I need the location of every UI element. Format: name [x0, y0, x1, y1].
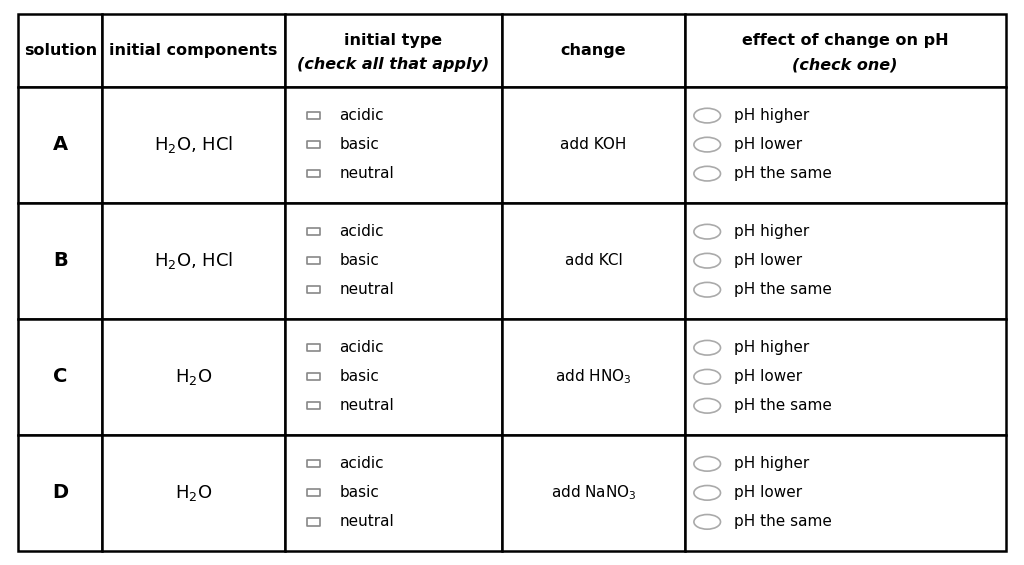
- Text: effect of change on pH: effect of change on pH: [741, 33, 948, 49]
- Text: basic: basic: [339, 370, 379, 384]
- Text: B: B: [53, 251, 68, 270]
- Bar: [306, 373, 319, 380]
- Bar: [502, 86, 685, 203]
- Bar: [18, 435, 102, 551]
- Bar: [306, 170, 319, 177]
- Ellipse shape: [694, 485, 721, 500]
- Bar: [18, 86, 102, 203]
- Bar: [685, 435, 1006, 551]
- Bar: [502, 319, 685, 435]
- Bar: [502, 14, 685, 86]
- Bar: [285, 435, 502, 551]
- Text: pH the same: pH the same: [734, 398, 833, 413]
- Bar: [306, 402, 319, 410]
- Text: pH higher: pH higher: [734, 224, 810, 239]
- Text: (check all that apply): (check all that apply): [297, 58, 489, 72]
- Text: $\mathregular{H_2O}$, HCl: $\mathregular{H_2O}$, HCl: [154, 250, 233, 271]
- Text: change: change: [560, 43, 627, 58]
- Bar: [306, 112, 319, 119]
- Ellipse shape: [694, 224, 721, 239]
- Text: pH higher: pH higher: [734, 340, 810, 355]
- Bar: [306, 460, 319, 467]
- Text: pH higher: pH higher: [734, 108, 810, 123]
- Bar: [306, 141, 319, 148]
- Text: basic: basic: [339, 253, 379, 268]
- Bar: [285, 203, 502, 319]
- Text: pH the same: pH the same: [734, 282, 833, 297]
- Text: initial components: initial components: [110, 43, 278, 58]
- Text: neutral: neutral: [339, 282, 394, 297]
- Bar: [18, 203, 102, 319]
- Bar: [18, 319, 102, 435]
- Bar: [285, 319, 502, 435]
- Bar: [685, 14, 1006, 86]
- Text: add $\mathregular{HNO_3}$: add $\mathregular{HNO_3}$: [555, 367, 632, 386]
- Text: $\mathregular{H_2O}$: $\mathregular{H_2O}$: [175, 367, 212, 387]
- Bar: [102, 86, 285, 203]
- Bar: [306, 489, 319, 497]
- Bar: [285, 14, 502, 86]
- Text: basic: basic: [339, 137, 379, 152]
- Text: acidic: acidic: [339, 108, 384, 123]
- Bar: [102, 435, 285, 551]
- Text: pH lower: pH lower: [734, 370, 803, 384]
- Text: C: C: [53, 367, 68, 386]
- Ellipse shape: [694, 282, 721, 297]
- Ellipse shape: [694, 166, 721, 181]
- Text: acidic: acidic: [339, 224, 384, 239]
- Ellipse shape: [694, 370, 721, 384]
- Bar: [306, 228, 319, 236]
- Text: $\mathregular{H_2O}$: $\mathregular{H_2O}$: [175, 483, 212, 503]
- Ellipse shape: [694, 137, 721, 152]
- Ellipse shape: [694, 398, 721, 413]
- Text: A: A: [53, 135, 68, 154]
- Text: $\mathregular{H_2O}$, HCl: $\mathregular{H_2O}$, HCl: [154, 134, 233, 155]
- Ellipse shape: [694, 457, 721, 471]
- Text: neutral: neutral: [339, 398, 394, 413]
- Bar: [502, 203, 685, 319]
- Ellipse shape: [694, 108, 721, 123]
- Text: (check one): (check one): [793, 58, 898, 72]
- Text: basic: basic: [339, 485, 379, 501]
- Text: pH the same: pH the same: [734, 166, 833, 181]
- Ellipse shape: [694, 341, 721, 355]
- Bar: [306, 344, 319, 351]
- Bar: [306, 257, 319, 264]
- Text: pH lower: pH lower: [734, 253, 803, 268]
- Text: add $\mathregular{NaNO_3}$: add $\mathregular{NaNO_3}$: [551, 484, 636, 502]
- Text: pH the same: pH the same: [734, 514, 833, 529]
- Text: add KCl: add KCl: [564, 253, 623, 268]
- Bar: [306, 286, 319, 293]
- Text: neutral: neutral: [339, 514, 394, 529]
- Bar: [18, 14, 102, 86]
- Text: D: D: [52, 483, 69, 502]
- Ellipse shape: [694, 515, 721, 529]
- Ellipse shape: [694, 253, 721, 268]
- Bar: [102, 14, 285, 86]
- Text: neutral: neutral: [339, 166, 394, 181]
- Text: pH lower: pH lower: [734, 137, 803, 152]
- Bar: [102, 203, 285, 319]
- Text: initial type: initial type: [344, 33, 442, 49]
- Text: pH lower: pH lower: [734, 485, 803, 501]
- Bar: [102, 319, 285, 435]
- Text: solution: solution: [24, 43, 97, 58]
- Bar: [685, 86, 1006, 203]
- Text: acidic: acidic: [339, 457, 384, 471]
- Text: acidic: acidic: [339, 340, 384, 355]
- Bar: [685, 203, 1006, 319]
- Bar: [306, 518, 319, 525]
- Bar: [502, 435, 685, 551]
- Bar: [285, 86, 502, 203]
- Text: pH higher: pH higher: [734, 457, 810, 471]
- Bar: [685, 319, 1006, 435]
- Text: add KOH: add KOH: [560, 137, 627, 152]
